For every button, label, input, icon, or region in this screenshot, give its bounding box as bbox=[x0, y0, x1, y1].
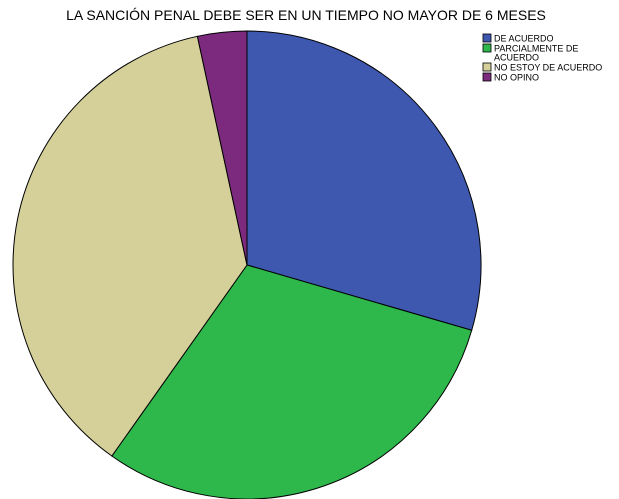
legend-swatch bbox=[482, 43, 492, 53]
legend-swatch bbox=[482, 72, 492, 82]
legend-label: NO OPINO bbox=[494, 73, 539, 83]
legend-swatch bbox=[482, 33, 492, 43]
legend-label: DE ACUERDO bbox=[494, 34, 554, 44]
legend-label: ACUERDO bbox=[494, 53, 539, 63]
pie-slices bbox=[12, 30, 482, 499]
legend-swatch bbox=[482, 62, 492, 72]
legend-item-4: NO OPINO bbox=[482, 72, 539, 83]
legend-item-3: NO ESTOY DE ACUERDO bbox=[482, 62, 602, 73]
chart-title: LA SANCIÓN PENAL DEBE SER EN UN TIEMPO N… bbox=[66, 7, 546, 23]
pie-slice-3 bbox=[12, 35, 248, 457]
legend-label: NO ESTOY DE ACUERDO bbox=[494, 63, 602, 73]
pie-slice-1 bbox=[246, 30, 482, 331]
pie-slice-4 bbox=[196, 30, 248, 266]
legend-label: PARCIALMENTE DE bbox=[494, 44, 578, 54]
pie-slice-2 bbox=[111, 264, 473, 499]
legend-item-1: DE ACUERDO bbox=[482, 33, 554, 44]
